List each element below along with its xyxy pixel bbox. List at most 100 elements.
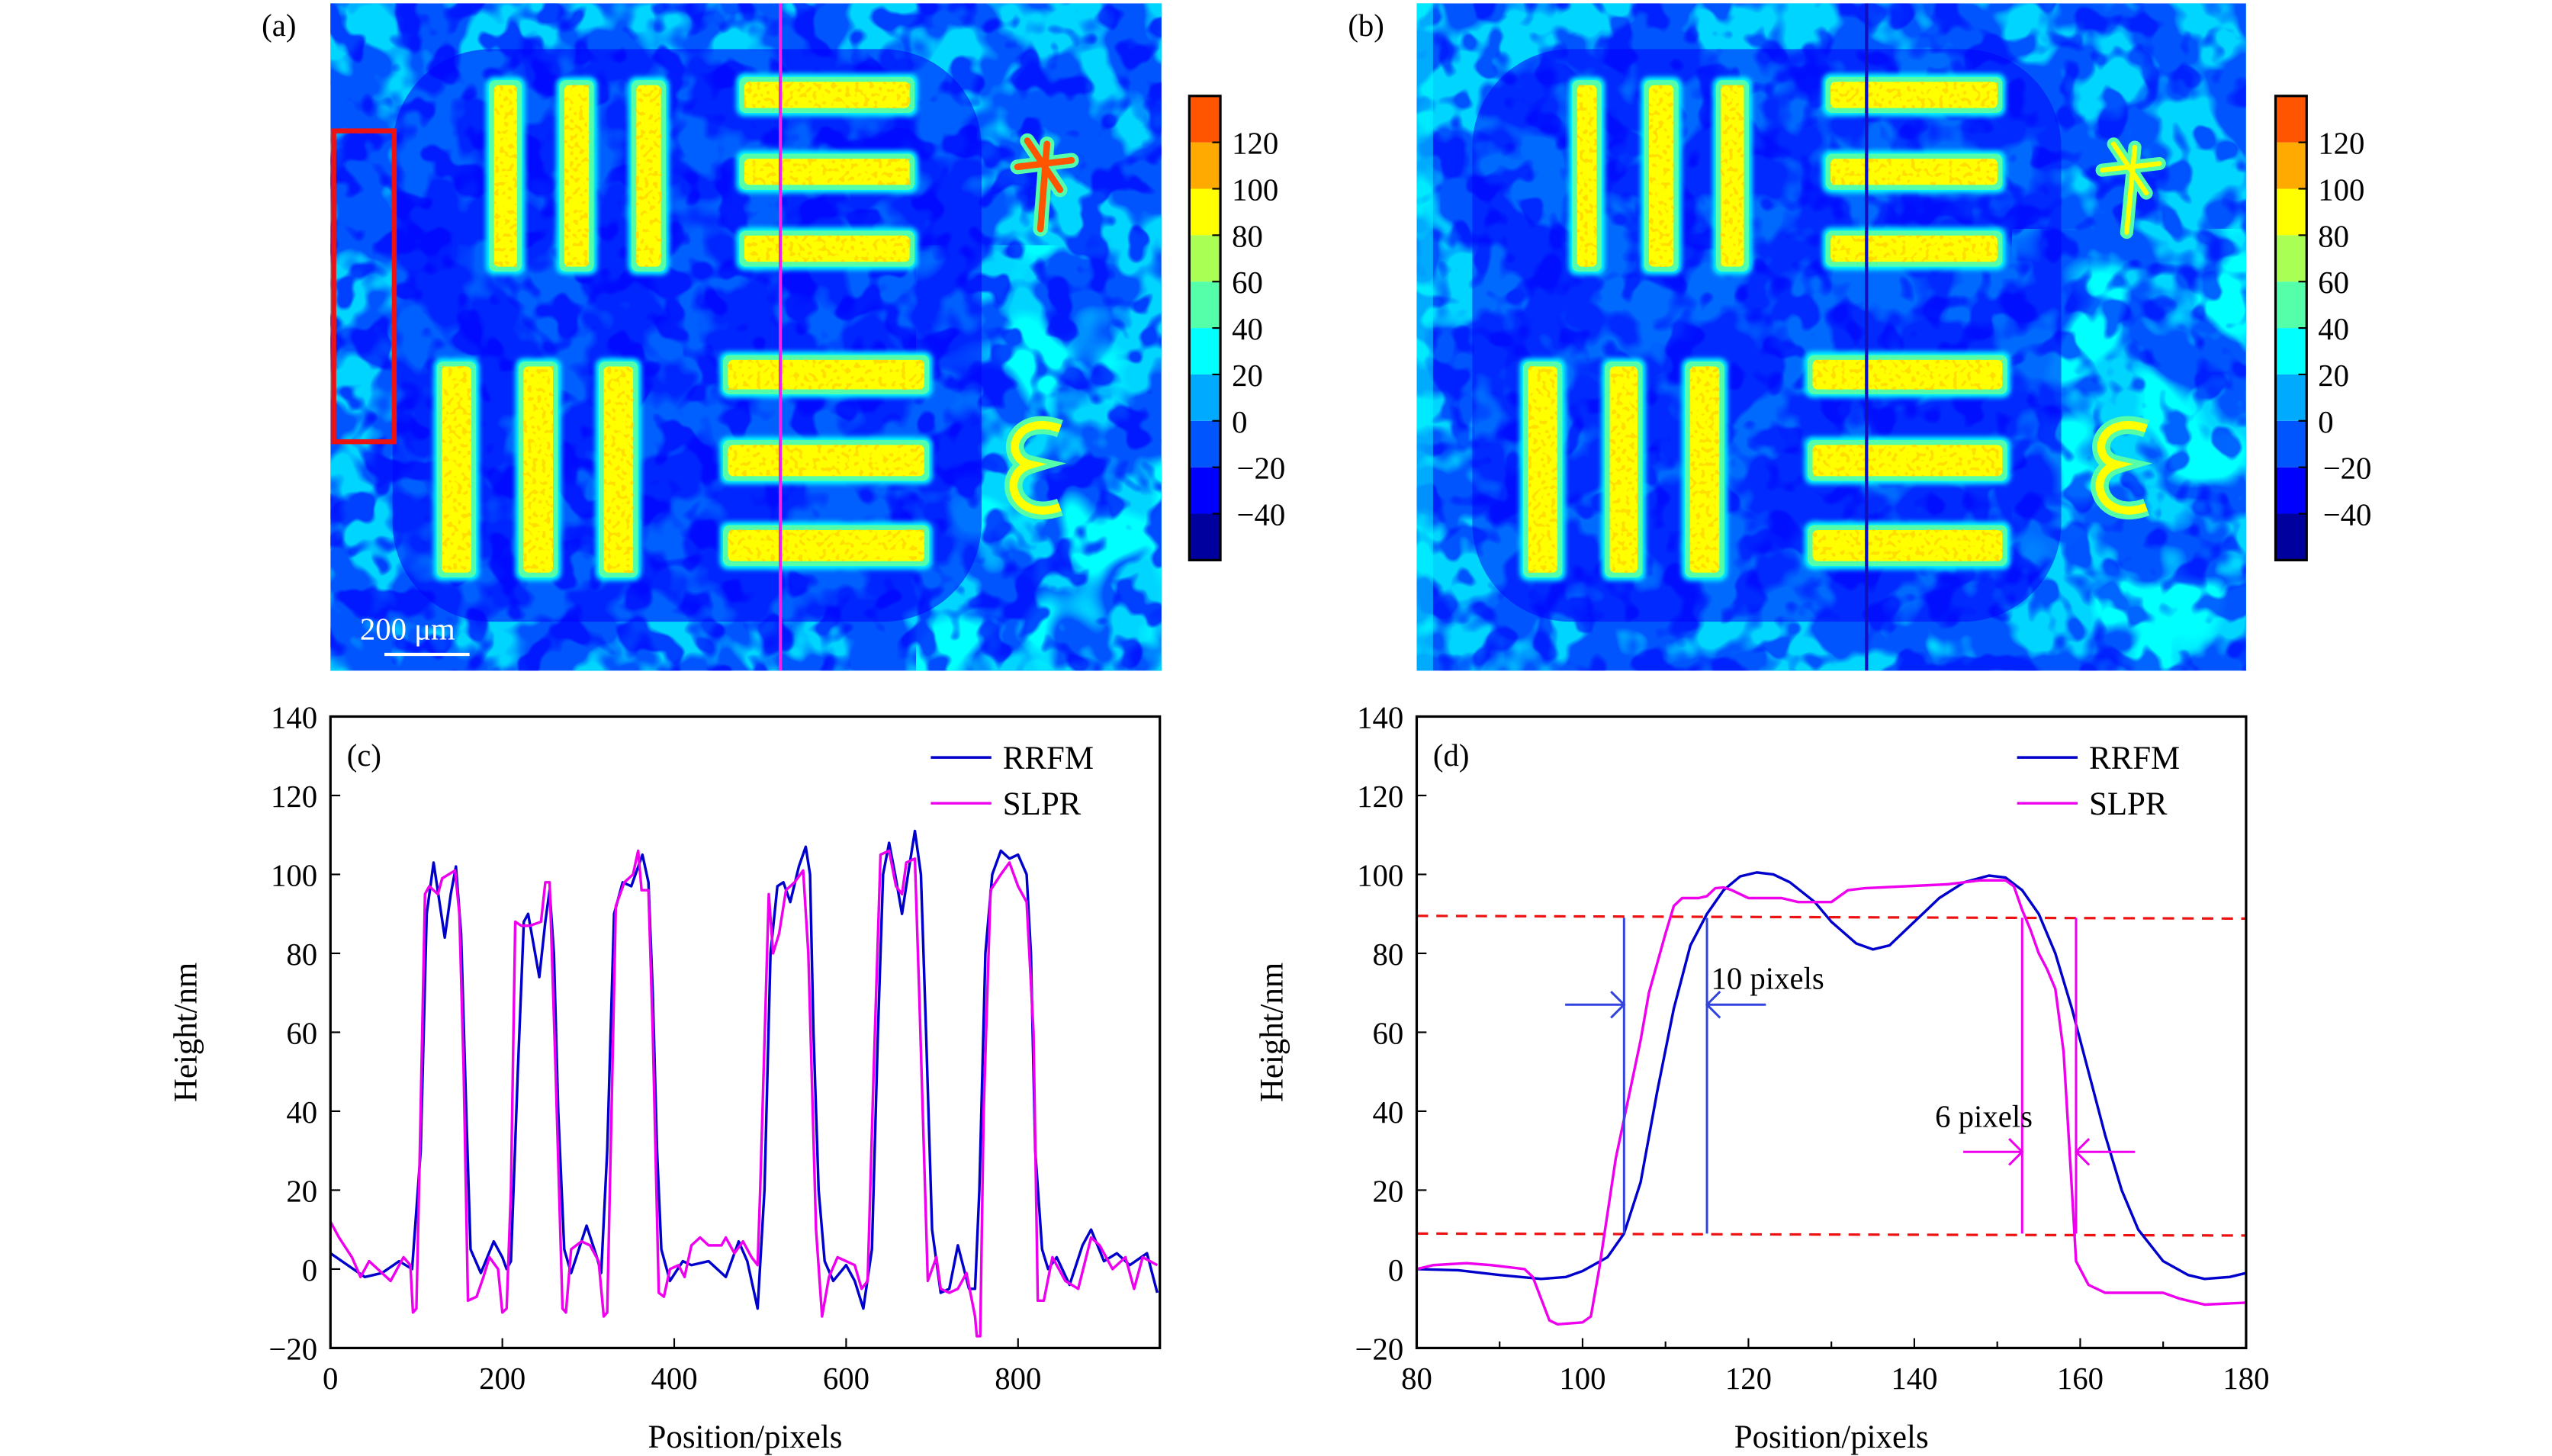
- y-tick-label: 60: [1373, 1016, 1404, 1050]
- colorbar-band: [1189, 374, 1221, 421]
- roi-box: [331, 128, 397, 445]
- axes-frame: [329, 715, 1162, 1350]
- colorbar-tick-label: 100: [1232, 173, 1278, 207]
- edge-width-annotation: 10 pixels: [1565, 918, 1824, 1234]
- colorbar-b: 120 100 80 60 40 20 0 −20 −40: [2274, 95, 2372, 561]
- legend-label-rrfm: RRFM: [1003, 741, 1094, 776]
- colorbar-tick-label: 0: [1232, 405, 1247, 439]
- threshold-line: [1416, 1232, 2246, 1237]
- pattern-bar: [1822, 73, 2006, 117]
- epsilon-glyph-a: [1004, 416, 1066, 520]
- colorbar-band: [2275, 467, 2307, 514]
- panel-label-a: (a): [262, 8, 296, 43]
- colorbar-band: [2275, 374, 2307, 421]
- y-tick-label: 20: [286, 1174, 317, 1208]
- x-axis-label: Position/pixels: [1734, 1419, 1929, 1455]
- pattern-bar: [1822, 227, 2006, 270]
- colorbar-tick-label: 60: [2318, 265, 2349, 300]
- panel-label: (d): [1433, 738, 1470, 773]
- colorbar-tick-label: 40: [1232, 312, 1263, 346]
- colorbar-band: [1189, 281, 1221, 329]
- y-tick-label: 40: [286, 1095, 317, 1130]
- pattern-bar: [1681, 358, 1728, 581]
- y-tick-label: 20: [1373, 1174, 1404, 1208]
- pattern-bar: [556, 76, 597, 275]
- colorbar-a: 120 100 80 60 40 20 0 −20 −40: [1188, 95, 1286, 561]
- test-pattern-bars-b: [1519, 73, 2011, 581]
- colorbar-tick-label: 60: [1232, 265, 1263, 300]
- y-tick-label: −20: [268, 1332, 317, 1366]
- pattern-bar: [1601, 358, 1646, 581]
- arrow-right-icon: [1963, 1138, 2024, 1166]
- pattern-bar: [736, 73, 918, 117]
- plot-series: [1416, 871, 2246, 1326]
- x-tick-label: 160: [2057, 1361, 2104, 1396]
- x-tick-label: 600: [823, 1361, 869, 1396]
- epsilon-glyph-b: [2091, 416, 2152, 520]
- axes-frame: [1415, 715, 2248, 1350]
- y-tick-label: 0: [1388, 1253, 1403, 1287]
- pattern-bar: [1568, 76, 1605, 275]
- pattern-bar: [1519, 358, 1566, 581]
- pattern-bar: [1804, 436, 2011, 484]
- y-tick-label: 120: [1357, 779, 1403, 814]
- pattern-bar: [719, 436, 933, 484]
- legend: RRFM SLPR: [930, 741, 1094, 822]
- colorbar-band: [1189, 420, 1221, 468]
- colorbar-tick-label: −40: [2323, 498, 2372, 532]
- colorbar-band: [2275, 188, 2307, 236]
- y-axis-label: Height/nm: [168, 963, 204, 1102]
- colorbar-tick-label: 80: [2318, 219, 2349, 253]
- pattern-bar: [1712, 76, 1753, 275]
- y-tick-label: 140: [271, 700, 317, 734]
- digit-four-glyph-b: [2095, 137, 2166, 239]
- series-line-slpr: [330, 849, 1159, 1338]
- test-pattern-bars-a: [433, 73, 933, 581]
- panel-b-height-map: (b) 120 100 80 60 40 20 0 −20 −40: [1348, 3, 2372, 671]
- legend: RRFM SLPR: [2017, 741, 2180, 822]
- panel-a-height-map: 200 μm (a) 120 100 80 60 40 20 0 −20 −40: [262, 3, 1286, 671]
- x-tick-label: 80: [1401, 1361, 1432, 1396]
- x-tick-label: 200: [479, 1361, 526, 1396]
- colorbar-tick-label: 80: [1232, 219, 1263, 253]
- legend-label-slpr: SLPR: [2089, 786, 2168, 822]
- colorbar-tick-label: 20: [1232, 358, 1263, 393]
- colorbar-tick-label: 0: [2318, 405, 2333, 439]
- pattern-bar: [719, 522, 933, 570]
- pattern-bar: [1641, 76, 1682, 275]
- colorbar-band: [1189, 235, 1221, 282]
- pattern-bar: [486, 76, 526, 275]
- colorbar-band: [2275, 281, 2307, 329]
- threshold-line: [1416, 914, 2246, 921]
- colorbar-band: [1189, 467, 1221, 514]
- x-axis-label: Position/pixels: [648, 1419, 843, 1455]
- arrow-right-icon: [1565, 991, 1626, 1019]
- colorbar-tick-label: −20: [2323, 452, 2372, 486]
- colorbar-band: [1189, 328, 1221, 374]
- x-tick-label: 100: [1559, 1361, 1605, 1396]
- colorbar-band: [1189, 188, 1221, 236]
- y-tick-label: 120: [271, 779, 317, 814]
- digit-four-glyph-a: [1010, 133, 1079, 236]
- colorbar-band: [1189, 513, 1221, 561]
- series-line-rrfm: [330, 829, 1159, 1310]
- y-axis-label: Height/nm: [1255, 963, 1290, 1102]
- y-tick-label: 0: [302, 1253, 317, 1287]
- colorbar-band: [2275, 420, 2307, 468]
- panel-label-b: (b): [1348, 8, 1384, 43]
- panel-label: (c): [347, 738, 381, 773]
- arrow-left-icon: [2074, 1138, 2136, 1166]
- x-tick-label: 120: [1725, 1361, 1772, 1396]
- pattern-bar: [736, 227, 918, 270]
- colorbar-tick-label: −40: [1237, 498, 1286, 532]
- annotation-label: 10 pixels: [1712, 962, 1824, 996]
- colorbar-tick-label: −20: [1237, 452, 1286, 486]
- panel-c-line-chart: 0 200 400 600 800−20020406080100120140Positi…: [168, 700, 1162, 1455]
- series-line-slpr: [1416, 879, 2246, 1326]
- y-tick-label: 40: [1373, 1095, 1404, 1130]
- y-tick-label: 140: [1357, 700, 1403, 734]
- x-tick-label: 0: [323, 1361, 338, 1396]
- pattern-bar: [736, 150, 918, 194]
- arrow-left-icon: [1705, 991, 1766, 1019]
